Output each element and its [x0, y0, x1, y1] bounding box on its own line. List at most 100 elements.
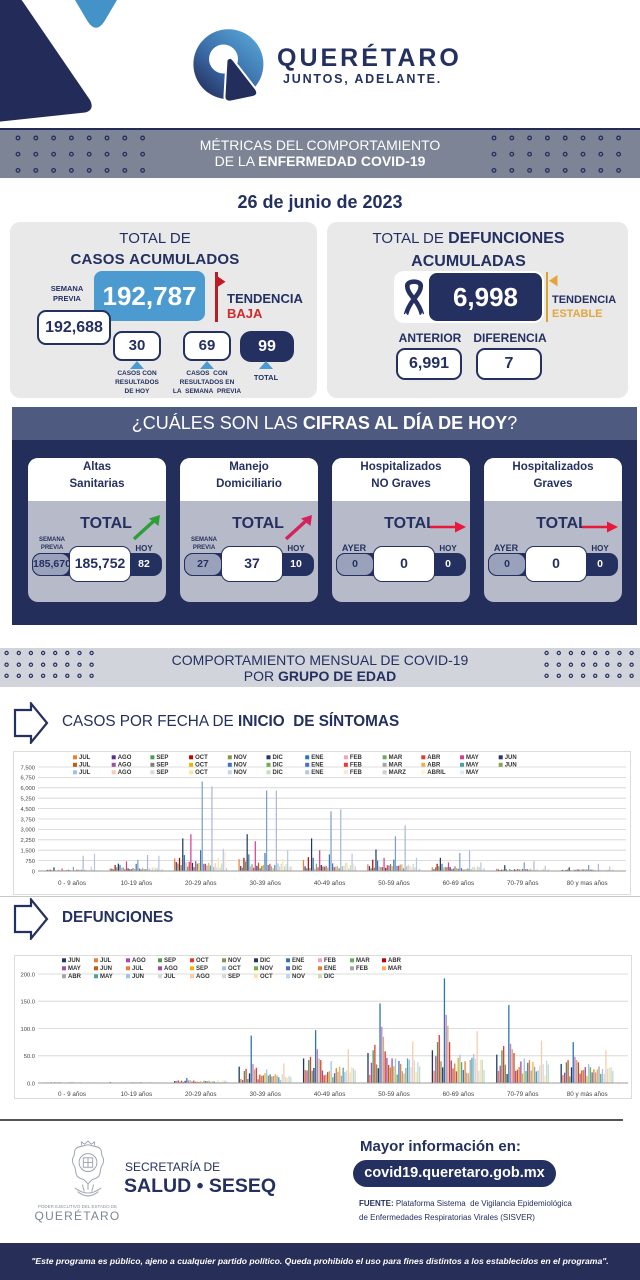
svg-text:ENE: ENE	[292, 958, 304, 964]
svg-text:80 y más años: 80 y más años	[567, 1091, 608, 1098]
svg-text:0.0: 0.0	[27, 1081, 35, 1087]
svg-text:NOV: NOV	[234, 763, 247, 769]
svg-text:30-39 años: 30-39 años	[249, 1091, 281, 1098]
svg-text:FEB: FEB	[350, 763, 363, 769]
svg-text:JUL: JUL	[100, 958, 112, 964]
svg-text:MAR: MAR	[389, 755, 403, 761]
svg-text:20-29 años: 20-29 años	[185, 1091, 217, 1098]
svg-text:6,750: 6,750	[20, 776, 35, 782]
svg-text:0 - 9 años: 0 - 9 años	[58, 880, 86, 887]
svg-text:DIC: DIC	[273, 770, 284, 776]
svg-text:2,250: 2,250	[20, 838, 35, 844]
svg-text:FEB: FEB	[350, 755, 363, 761]
svg-text:SEP: SEP	[156, 770, 168, 776]
svg-text:MAY: MAY	[100, 974, 113, 980]
svg-text:70-79 años: 70-79 años	[507, 880, 539, 887]
svg-text:OCT: OCT	[228, 966, 241, 972]
svg-text:MAR: MAR	[388, 966, 402, 972]
svg-text:AGO: AGO	[118, 770, 132, 776]
svg-text:AGO: AGO	[118, 755, 132, 761]
svg-text:40-49 años: 40-49 años	[314, 1091, 346, 1098]
svg-text:0 - 9 años: 0 - 9 años	[58, 1091, 86, 1098]
svg-text:ABR: ABR	[427, 763, 441, 769]
svg-text:SEP: SEP	[164, 958, 176, 964]
svg-text:ABR: ABR	[388, 958, 402, 964]
svg-text:50.0: 50.0	[24, 1054, 35, 1060]
svg-text:NOV: NOV	[260, 966, 273, 972]
svg-text:60-69 años: 60-69 años	[443, 1091, 475, 1098]
svg-text:JUN: JUN	[505, 763, 517, 769]
svg-text:4,500: 4,500	[20, 807, 35, 813]
svg-text:OCT: OCT	[196, 958, 209, 964]
svg-text:200.0: 200.0	[20, 972, 35, 978]
svg-text:100.0: 100.0	[20, 1027, 35, 1033]
svg-text:JUL: JUL	[79, 770, 91, 776]
svg-text:MAR: MAR	[356, 958, 370, 964]
svg-text:20-29 años: 20-29 años	[185, 880, 217, 887]
svg-text:NOV: NOV	[292, 974, 305, 980]
svg-text:JUN: JUN	[100, 966, 112, 972]
svg-text:NOV: NOV	[234, 770, 247, 776]
svg-text:OCT: OCT	[195, 770, 208, 776]
svg-text:7,500: 7,500	[20, 765, 35, 771]
svg-text:80 y mas años: 80 y mas años	[567, 880, 608, 887]
svg-text:JUL: JUL	[132, 966, 144, 972]
svg-text:DIC: DIC	[292, 966, 303, 972]
svg-text:6,000: 6,000	[20, 786, 35, 792]
svg-text:SEP: SEP	[156, 755, 168, 761]
svg-text:70-79 años: 70-79 años	[507, 1091, 539, 1098]
svg-text:AGO: AGO	[164, 966, 178, 972]
svg-text:MARZ: MARZ	[389, 770, 407, 776]
svg-text:50-59 años: 50-59 años	[378, 880, 410, 887]
svg-text:NOV: NOV	[234, 755, 247, 761]
svg-text:ABR: ABR	[68, 974, 82, 980]
svg-text:60-69 años: 60-69 años	[443, 880, 475, 887]
svg-text:JUN: JUN	[68, 958, 80, 964]
svg-text:NOV: NOV	[228, 958, 241, 964]
svg-text:ABRIL: ABRIL	[427, 770, 446, 776]
svg-text:MAY: MAY	[68, 966, 81, 972]
svg-text:JUL: JUL	[79, 763, 91, 769]
svg-text:OCT: OCT	[260, 974, 273, 980]
svg-text:AGO: AGO	[118, 763, 132, 769]
svg-text:FEB: FEB	[356, 966, 369, 972]
svg-text:ENE: ENE	[311, 755, 323, 761]
svg-text:FEB: FEB	[350, 770, 363, 776]
svg-text:MAY: MAY	[466, 763, 479, 769]
svg-text:10-19 años: 10-19 años	[121, 1091, 153, 1098]
svg-text:0: 0	[32, 869, 35, 875]
svg-text:1,500: 1,500	[20, 849, 35, 855]
svg-text:30-39 años: 30-39 años	[249, 880, 281, 887]
svg-text:JUN: JUN	[505, 755, 517, 761]
svg-text:ENE: ENE	[324, 966, 336, 972]
svg-text:DIC: DIC	[273, 763, 284, 769]
svg-text:SEP: SEP	[196, 966, 208, 972]
svg-text:ABR: ABR	[427, 755, 441, 761]
svg-text:150.0: 150.0	[20, 1000, 35, 1006]
svg-text:SEP: SEP	[156, 763, 168, 769]
svg-text:DIC: DIC	[324, 974, 335, 980]
svg-text:OCT: OCT	[195, 763, 208, 769]
svg-text:AGO: AGO	[132, 958, 146, 964]
svg-text:3,750: 3,750	[20, 817, 35, 823]
svg-text:DIC: DIC	[273, 755, 284, 761]
svg-text:ENE: ENE	[311, 770, 323, 776]
svg-text:MAR: MAR	[389, 763, 403, 769]
svg-text:ENE: ENE	[311, 763, 323, 769]
svg-text:AGO: AGO	[196, 974, 210, 980]
svg-text:JUL: JUL	[164, 974, 176, 980]
svg-text:JUN: JUN	[132, 974, 144, 980]
svg-text:OCT: OCT	[195, 755, 208, 761]
svg-text:FEB: FEB	[324, 958, 337, 964]
svg-text:750: 750	[25, 859, 35, 865]
svg-text:DIC: DIC	[260, 958, 271, 964]
svg-text:JUL: JUL	[79, 755, 91, 761]
svg-text:5,250: 5,250	[20, 797, 35, 803]
svg-text:SEP: SEP	[228, 974, 240, 980]
svg-text:10-19 años: 10-19 años	[121, 880, 153, 887]
svg-text:50-59 años: 50-59 años	[378, 1091, 410, 1098]
svg-text:MAY: MAY	[466, 770, 479, 776]
svg-text:40-49 años: 40-49 años	[314, 880, 346, 887]
svg-text:3,000: 3,000	[20, 828, 35, 834]
svg-text:MAY: MAY	[466, 755, 479, 761]
